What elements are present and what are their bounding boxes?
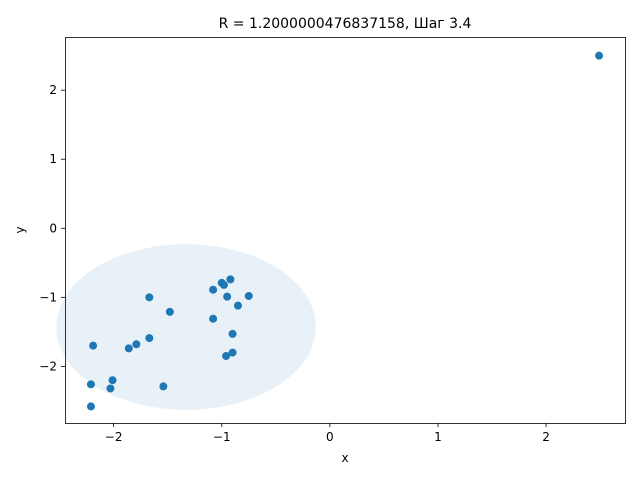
scatter-point-4 (219, 280, 228, 289)
x-axis-ticks: −2 −1 0 1 2 (105, 423, 550, 444)
scatter-point-20 (86, 380, 95, 389)
scatter-point-9 (233, 301, 242, 310)
scatter-point-23 (86, 402, 95, 411)
scatter-point-7 (244, 291, 253, 300)
x-tick-label: −1 (213, 430, 231, 444)
x-tick-label: 2 (542, 430, 550, 444)
y-axis-label: y (13, 226, 27, 233)
x-tick-label: 1 (434, 430, 442, 444)
points-layer (86, 51, 604, 411)
chart-title: R = 1.2000000476837158, Шаг 3.4 (219, 16, 472, 32)
scatter-point-21 (159, 382, 168, 391)
radius-circle (56, 244, 316, 410)
scatter-point-6 (223, 292, 232, 301)
y-tick-label: 1 (49, 152, 57, 166)
scatter-point-5 (209, 285, 218, 294)
x-axis-label: x (341, 451, 348, 465)
scatter-point-8 (145, 293, 154, 302)
scatter-point-16 (124, 344, 133, 353)
scatter-point-13 (145, 334, 154, 343)
scatter-point-1 (595, 51, 604, 60)
y-tick-label: −2 (39, 359, 57, 373)
scatter-point-19 (108, 376, 117, 385)
y-axis-ticks: −2 −1 0 1 2 (39, 83, 65, 373)
y-tick-label: 0 (49, 221, 57, 235)
y-tick-label: 2 (49, 83, 57, 97)
plot-area (56, 51, 604, 411)
scatter-point-15 (89, 341, 98, 350)
scatter-point-22 (106, 384, 115, 393)
scatter-point-14 (132, 340, 141, 349)
axes-frame (65, 37, 626, 424)
x-tick-label: 0 (326, 430, 334, 444)
circle-layer (56, 244, 316, 410)
scatter-point-18 (222, 352, 231, 361)
scatter-point-2 (226, 275, 235, 284)
y-tick-label: −1 (39, 290, 57, 304)
scatter-point-17 (228, 348, 237, 357)
scatter-point-11 (209, 314, 218, 323)
scatter-point-12 (228, 329, 237, 338)
scatter-point-10 (165, 307, 174, 316)
x-tick-label: −2 (105, 430, 123, 444)
